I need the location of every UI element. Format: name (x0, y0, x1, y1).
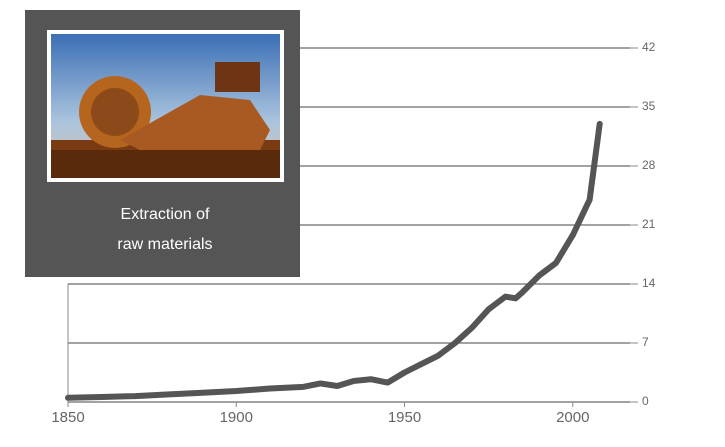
y-tick-label: 42 (642, 40, 656, 54)
annotation-box: Extraction of raw materials (25, 10, 300, 277)
x-tick-label: 1900 (220, 409, 253, 426)
y-tick-label: 21 (642, 217, 656, 231)
y-tick-label: 7 (642, 335, 649, 349)
y-tick-label: 28 (642, 158, 656, 172)
y-tick-label: 35 (642, 99, 656, 113)
photo (51, 34, 280, 178)
data-line (65, 120, 603, 401)
x-tick-label: 1950 (388, 409, 421, 426)
x-tick-label: 1850 (51, 409, 84, 426)
annotation-line: raw materials (117, 236, 212, 253)
y-tick-label: 14 (642, 276, 656, 290)
annotation-line: Extraction of (121, 206, 210, 223)
y-tick-label: 0 (642, 394, 649, 408)
x-tick-label: 2000 (556, 409, 589, 426)
